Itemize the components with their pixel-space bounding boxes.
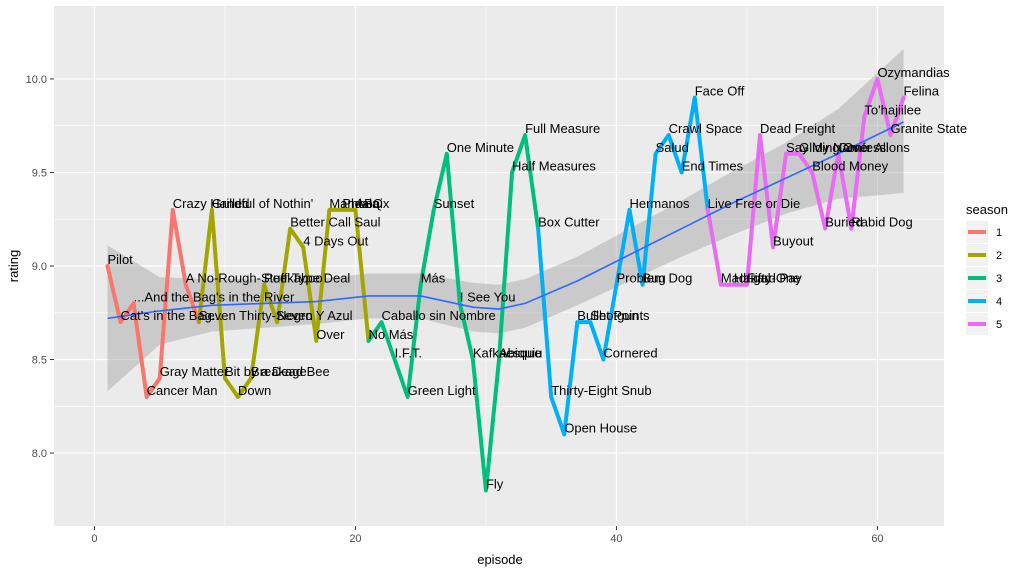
episode-label: Breakage [251, 364, 307, 379]
season-1-line [105, 207, 201, 399]
confidence-ribbon [107, 49, 904, 392]
episode-label: Abiquiu [499, 346, 542, 361]
episode-label: Gliding Over All [799, 140, 889, 155]
episode-label: Down [238, 383, 271, 398]
season-lines [105, 76, 906, 493]
episode-label: Pilot [108, 252, 134, 267]
episode-label: One Minute [447, 140, 514, 155]
episode-label: Live Free or Die [708, 196, 800, 211]
smooth-trend-line [107, 121, 904, 320]
episode-label: Buyout [773, 233, 814, 248]
episode-label: Más [421, 271, 446, 286]
episode-label: Rabid Dog [851, 215, 912, 230]
season-4-line [536, 95, 710, 437]
episode-label: Full Measure [525, 121, 600, 136]
episode-label: Dead Freight [760, 121, 836, 136]
x-tick-label: 20 [349, 533, 361, 545]
episode-label: Cornered [603, 346, 657, 361]
x-tick-label: 60 [871, 533, 883, 545]
episode-label: Confessions [838, 140, 910, 155]
y-tick-label: 9.0 [32, 261, 47, 273]
episode-label: Blood Money [812, 158, 888, 173]
episode-label: Over [316, 327, 345, 342]
y-tick-label: 8.5 [32, 355, 47, 367]
y-tick-label: 10.0 [26, 74, 47, 86]
episode-label: Crazy Handful of Nothin' [173, 196, 314, 211]
episode-label: Felina [904, 84, 940, 99]
episode-label: Salud [656, 140, 689, 155]
episode-label: I.F.T. [395, 346, 422, 361]
y-tick-label: 9.5 [32, 167, 47, 179]
episode-label: Madrigal [721, 271, 771, 286]
episode-label: Caballo sin Nombre [382, 308, 496, 323]
episode-label: Mandala [329, 196, 380, 211]
episode-label: Seven Thirty-Seven [199, 308, 313, 323]
episode-label: I See You [460, 289, 516, 304]
episode-label: Open House [564, 420, 637, 435]
legend-label: 3 [996, 273, 1002, 285]
episode-label: Hazard Pay [734, 271, 802, 286]
episode-label: Fly [486, 476, 504, 491]
episode-label: Thirty-Eight Snub [551, 383, 651, 398]
episode-label: Granite State [890, 121, 967, 136]
y-axis-title: rating [6, 250, 21, 283]
episode-label: Negro Y Azul [277, 308, 353, 323]
episode-label: Half Measures [512, 158, 596, 173]
episode-label: Grilled [212, 196, 250, 211]
episode-label: Ozymandias [877, 65, 950, 80]
episode-label: Sunset [434, 196, 475, 211]
smooth-confidence-band [107, 49, 904, 392]
legend-title: season [966, 202, 1008, 217]
season-3-line [366, 133, 541, 493]
episode-label: Face Off [695, 84, 745, 99]
episode-label: Problem Dog [616, 271, 692, 286]
legend-label: 5 [996, 319, 1002, 331]
episode-label: Say My Name [786, 140, 868, 155]
episode-label: No Más [369, 327, 414, 342]
grid [54, 6, 944, 526]
episode-label: Phoenix [342, 196, 389, 211]
episode-label: Fifty-One [747, 271, 800, 286]
axes: 0 20 40 60 8.0 8.5 9.0 9.5 10.0 [26, 74, 884, 545]
legend-label: 2 [996, 250, 1002, 262]
episode-label: Bit by a Dead Bee [225, 364, 330, 379]
smooth-line [107, 121, 904, 320]
episode-label: Kafkaesque [473, 346, 542, 361]
episode-label: A No-Rough-Stuff-Type Deal [186, 271, 351, 286]
episode-label: 4 Days Out [303, 233, 368, 248]
episode-label: Hermanos [629, 196, 689, 211]
x-axis-title: episode [477, 552, 523, 567]
episode-label: Peekaboo [264, 271, 323, 286]
y-tick-label: 8.0 [32, 448, 47, 460]
legend-label: 4 [996, 296, 1002, 308]
episode-label: Cat's in the Bag... [121, 308, 223, 323]
legend-label: 1 [996, 227, 1002, 239]
season-5-line [705, 76, 906, 287]
episode-label: Cancer Man [147, 383, 218, 398]
episode-label: Crawl Space [669, 121, 743, 136]
episode-label: Gray Matter [160, 364, 229, 379]
season-2-line [196, 207, 371, 399]
episode-label: To'hajiilee [864, 102, 921, 117]
episode-label: End Times [682, 158, 744, 173]
episode-label: Shotgun [590, 308, 638, 323]
episode-label: Box Cutter [538, 215, 600, 230]
episode-label: ...And the Bag's in the River [134, 289, 295, 304]
episode-label: Bug [643, 271, 666, 286]
episode-label: Green Light [408, 383, 476, 398]
episode-label: Better Call Saul [290, 215, 380, 230]
legend: season 1 2 3 4 5 [966, 202, 1008, 335]
episode-labels: Pilot Cat's in the Bag... ...And the Bag's… [108, 65, 968, 492]
episode-label: Bullet Points [577, 308, 650, 323]
episode-label: ABQ [355, 196, 382, 211]
episode-label: Buried [825, 215, 863, 230]
x-tick-label: 40 [610, 533, 622, 545]
x-tick-label: 0 [91, 533, 97, 545]
